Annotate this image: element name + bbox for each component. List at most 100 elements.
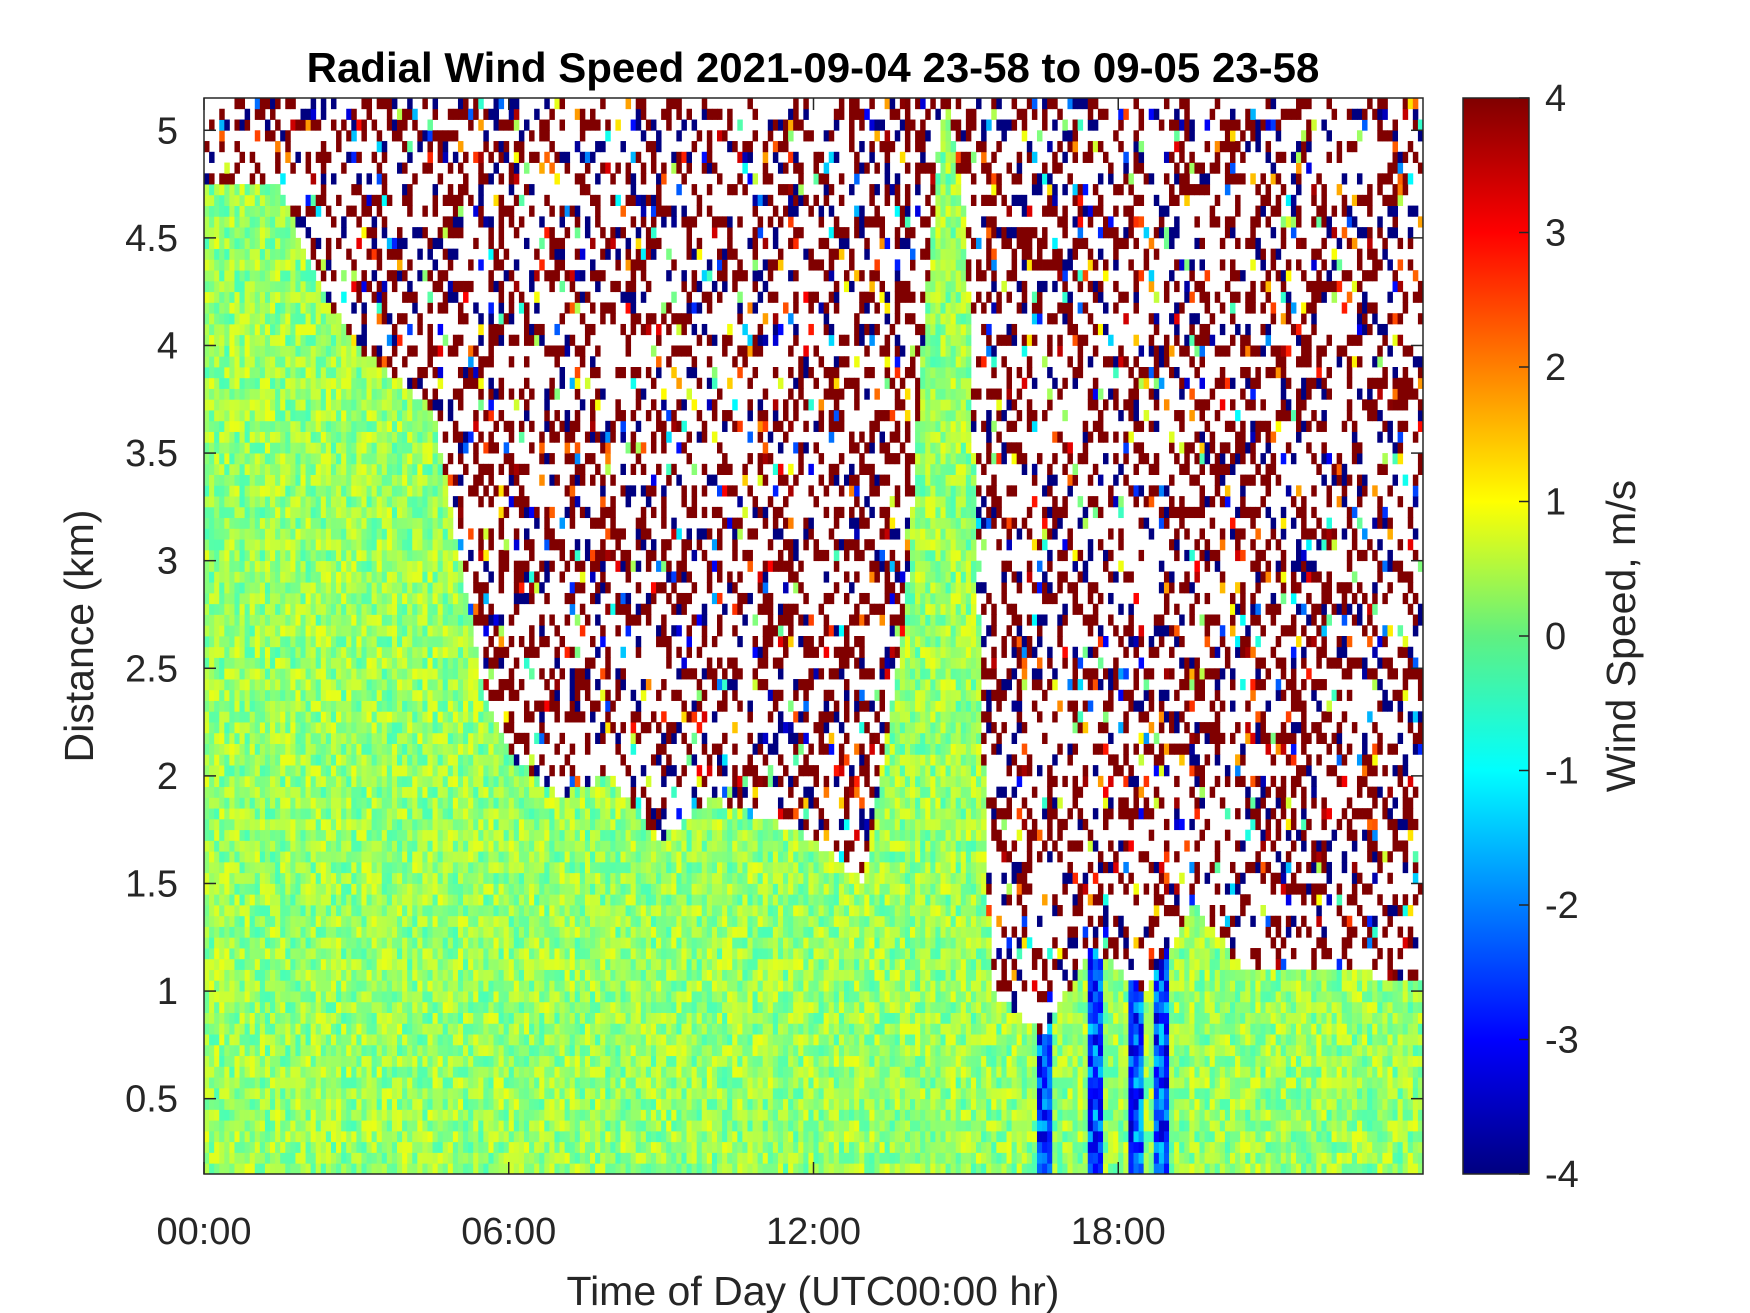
heatmap-cell [447, 410, 454, 422]
heatmap-cell [391, 485, 398, 497]
heatmap-cell [447, 539, 454, 551]
heatmap-cell [305, 162, 312, 174]
heatmap-cell [259, 549, 266, 562]
heatmap-cell [254, 194, 261, 206]
heatmap-cell [442, 603, 449, 615]
heatmap-cell [432, 603, 439, 615]
heatmap-cell [280, 905, 286, 917]
heatmap-cell [224, 603, 230, 615]
heatmap-cell [270, 797, 276, 809]
heatmap-cell [346, 1098, 352, 1110]
heatmap-cell [295, 323, 301, 336]
heatmap-cell [336, 560, 342, 572]
heatmap-cell [437, 905, 444, 917]
heatmap-cell [422, 991, 428, 1003]
heatmap-cell [249, 280, 256, 293]
heatmap-cell [295, 205, 301, 217]
heatmap-cell [361, 377, 367, 389]
heatmap-cell [234, 743, 240, 755]
heatmap-cell [407, 603, 413, 615]
heatmap-cell [214, 722, 220, 734]
heatmap-cell [371, 1098, 378, 1110]
heatmap-cell [234, 765, 240, 777]
heatmap-cell [295, 808, 301, 820]
heatmap-cell [234, 517, 240, 529]
heatmap-cell [336, 1152, 342, 1164]
heatmap-cell [463, 1163, 469, 1174]
heatmap-cell [417, 431, 423, 443]
heatmap-cell [376, 840, 383, 852]
heatmap-cell [437, 603, 444, 615]
heatmap-cell [493, 851, 499, 863]
heatmap-cell [381, 1012, 388, 1024]
heatmap-cell [371, 861, 378, 874]
heatmap-cell [214, 926, 220, 938]
heatmap-cell [305, 948, 312, 960]
heatmap-cell [468, 1034, 474, 1046]
heatmap-cell [229, 1098, 235, 1110]
heatmap-cell [341, 743, 347, 755]
heatmap-cell [204, 991, 210, 1003]
heatmap-cell [397, 313, 403, 325]
heatmap-cell [381, 1163, 388, 1174]
heatmap-cell [259, 689, 266, 701]
heatmap-cell [427, 141, 433, 153]
heatmap-cell [432, 754, 439, 766]
heatmap-cell [325, 625, 332, 637]
heatmap-cell [259, 1087, 266, 1100]
heatmap-cell [275, 754, 281, 766]
heatmap-cell [239, 679, 246, 691]
heatmap-cell [209, 474, 215, 486]
heatmap-cell [468, 818, 474, 831]
heatmap-cell [214, 399, 220, 411]
heatmap-cell [280, 818, 286, 831]
heatmap-cell [285, 453, 291, 465]
heatmap-cell [397, 1066, 403, 1078]
heatmap-cell [483, 905, 489, 917]
heatmap-cell [209, 302, 215, 314]
heatmap-cell [437, 453, 444, 465]
heatmap-cell [366, 560, 373, 572]
heatmap-cell [402, 851, 408, 863]
heatmap-cell [229, 937, 235, 949]
heatmap-cell [351, 345, 357, 357]
heatmap-cell [391, 334, 398, 346]
heatmap-cell [204, 668, 210, 680]
heatmap-cell [437, 237, 444, 250]
heatmap-cell [310, 775, 317, 788]
heatmap-cell [249, 926, 256, 938]
heatmap-cell [442, 991, 449, 1003]
heatmap-cell [290, 754, 296, 766]
heatmap-cell [488, 829, 494, 841]
heatmap-cell [397, 1001, 403, 1013]
heatmap-cell [422, 625, 428, 637]
heatmap-cell [376, 1055, 383, 1067]
heatmap-cell [356, 496, 362, 508]
heatmap-cell [493, 732, 499, 744]
heatmap-cell [407, 1044, 413, 1057]
heatmap-cell [280, 248, 286, 260]
heatmap-cell [275, 1152, 281, 1164]
heatmap-cell [391, 786, 398, 798]
heatmap-cell [366, 431, 373, 443]
heatmap-cell [270, 1130, 276, 1143]
heatmap-cell [310, 108, 317, 120]
heatmap-cell [310, 463, 317, 475]
heatmap-cell [249, 700, 256, 712]
heatmap-cell [336, 345, 342, 357]
heatmap-cell [346, 485, 352, 497]
heatmap-cell [376, 829, 383, 841]
heatmap-cell [478, 872, 484, 884]
heatmap-cell [295, 485, 301, 497]
heatmap-cell [341, 786, 347, 798]
heatmap-cell [330, 883, 337, 895]
heatmap-cell [427, 506, 433, 519]
heatmap-cell [361, 991, 367, 1003]
heatmap-cell [437, 732, 444, 744]
heatmap-cell [264, 872, 271, 884]
heatmap-cell [366, 829, 373, 841]
heatmap-cell [407, 883, 413, 895]
heatmap-cell [224, 173, 230, 185]
heatmap-cell [315, 237, 322, 250]
heatmap-cell [391, 1001, 398, 1013]
